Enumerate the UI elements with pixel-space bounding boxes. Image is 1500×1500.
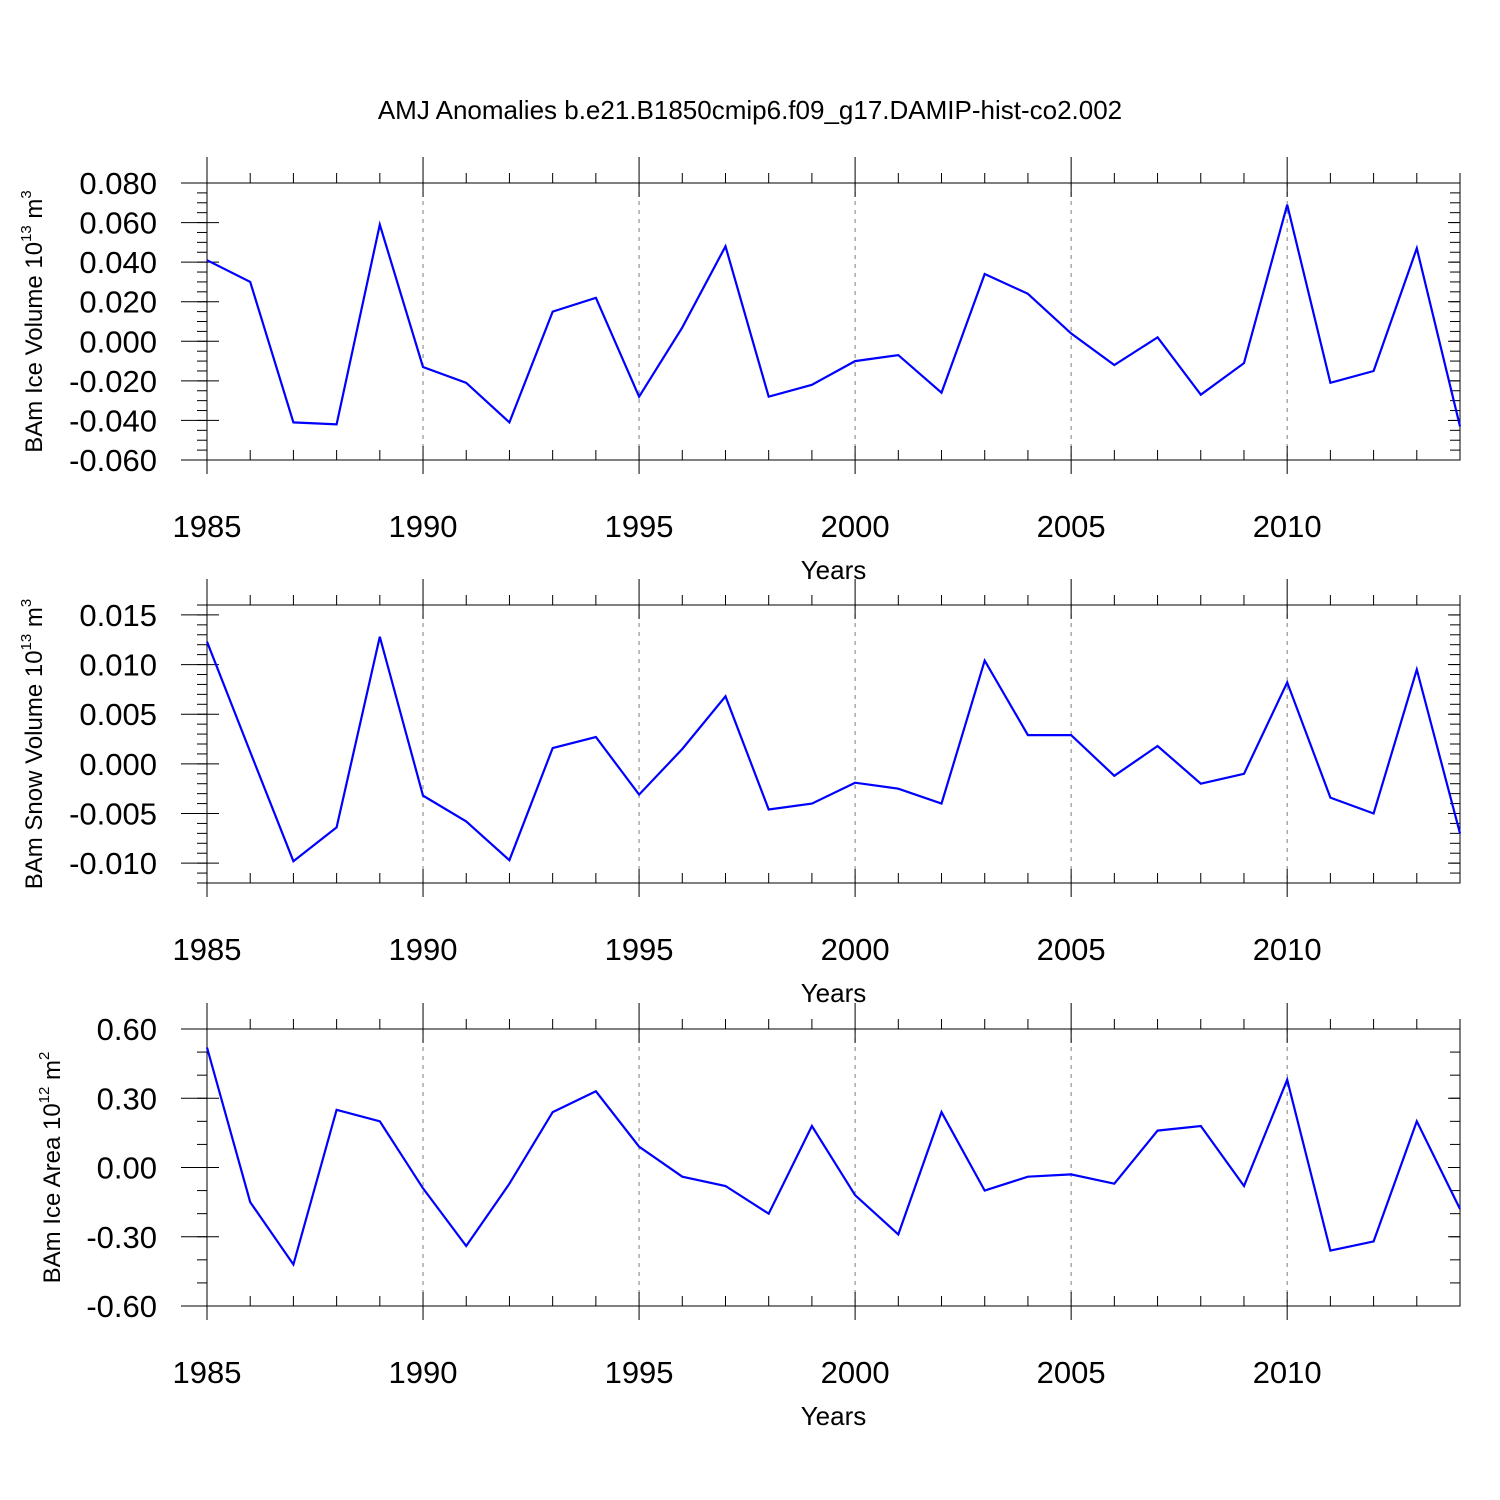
y-axis-label-unit: m	[21, 607, 48, 634]
x-tick-label: 1990	[389, 509, 458, 544]
x-axis-label: Years	[801, 978, 867, 1008]
y-tick-label: -0.040	[69, 403, 157, 438]
y-axis-label-main: BAm Ice Volume 10	[21, 242, 48, 453]
x-tick-label: 2000	[821, 509, 890, 544]
y-tick-label: 0.000	[79, 324, 157, 359]
y-tick-label: 0.000	[79, 747, 157, 782]
y-tick-label: 0.30	[97, 1081, 157, 1116]
y-axis-label: BAm Ice Volume 1013 m3	[18, 190, 48, 452]
y-tick-label: -0.060	[69, 443, 157, 478]
y-tick-label: -0.60	[86, 1289, 157, 1324]
x-tick-label: 1995	[605, 1355, 674, 1390]
y-tick-label: 0.060	[79, 206, 157, 241]
x-tick-label: 2005	[1037, 932, 1106, 967]
x-tick-label: 1985	[173, 509, 242, 544]
x-tick-label: 1990	[389, 932, 458, 967]
x-tick-label: 2010	[1253, 1355, 1322, 1390]
plot-frame	[206, 604, 1461, 884]
x-tick-label: 2000	[821, 932, 890, 967]
y-axis-label-unit-exponent: 2	[36, 1052, 53, 1060]
y-tick-label: 0.00	[97, 1151, 157, 1186]
x-tick-label: 1985	[173, 1355, 242, 1390]
y-tick-label: 0.080	[79, 166, 157, 201]
y-axis-label: BAm Ice Area 1012 m2	[36, 1052, 66, 1284]
y-axis-label-exponent: 13	[18, 225, 35, 242]
x-tick-label: 2005	[1037, 1355, 1106, 1390]
y-tick-label: 0.015	[79, 598, 157, 633]
figure-title: AMJ Anomalies b.e21.B1850cmip6.f09_g17.D…	[378, 95, 1122, 125]
plot-frame	[206, 1028, 1461, 1307]
x-tick-label: 1995	[605, 509, 674, 544]
y-axis-label: BAm Snow Volume 1013 m3	[18, 599, 48, 890]
chart-panel-2: 1985 1990 1995 2000 2005 2010 0.015 0.010 0.005 0…	[18, 579, 1462, 1008]
x-axis-label: Years	[801, 1401, 867, 1431]
y-axis-label-exponent: 13	[18, 634, 35, 651]
chart-panel-3: 1985 1990 1995 2000 2005 2010 0.60 0.30 0.00 -0.3…	[36, 1003, 1461, 1431]
x-tick-label: 1995	[605, 932, 674, 967]
x-axis-label: Years	[801, 555, 867, 585]
chart-panel-1: 1985 1990 1995 2000 2005 2010 0.080 0.060 0.040 0…	[18, 157, 1462, 585]
x-tick-label: 1985	[173, 932, 242, 967]
y-axis-label-unit-exponent: 3	[18, 599, 35, 607]
plot-frame	[206, 182, 1461, 461]
y-tick-label: -0.30	[86, 1220, 157, 1255]
y-tick-label: -0.005	[69, 797, 157, 832]
y-tick-label: -0.010	[69, 846, 157, 881]
y-axis-label-unit-exponent: 3	[18, 190, 35, 198]
series-line-2	[205, 636, 1462, 863]
series-line-3	[205, 1047, 1461, 1268]
y-tick-label: 0.020	[79, 285, 157, 320]
x-tick-label: 2010	[1253, 932, 1322, 967]
x-tick-label: 1990	[389, 1355, 458, 1390]
y-tick-label: 0.60	[97, 1012, 157, 1047]
x-tick-label: 2010	[1253, 509, 1322, 544]
y-axis-label-main: BAm Ice Area 10	[39, 1103, 66, 1283]
y-tick-label: 0.010	[79, 648, 157, 683]
series-line-1	[206, 204, 1462, 427]
y-axis-label-main: BAm Snow Volume 10	[21, 650, 48, 889]
y-tick-label: 0.040	[79, 245, 157, 280]
y-tick-label: 0.005	[79, 697, 157, 732]
y-axis-label-exponent: 12	[36, 1087, 53, 1104]
y-tick-label: -0.020	[69, 364, 157, 399]
x-tick-label: 2005	[1037, 509, 1106, 544]
y-axis-label-unit: m	[21, 199, 48, 226]
y-axis-label-unit: m	[39, 1060, 66, 1087]
x-tick-label: 2000	[821, 1355, 890, 1390]
